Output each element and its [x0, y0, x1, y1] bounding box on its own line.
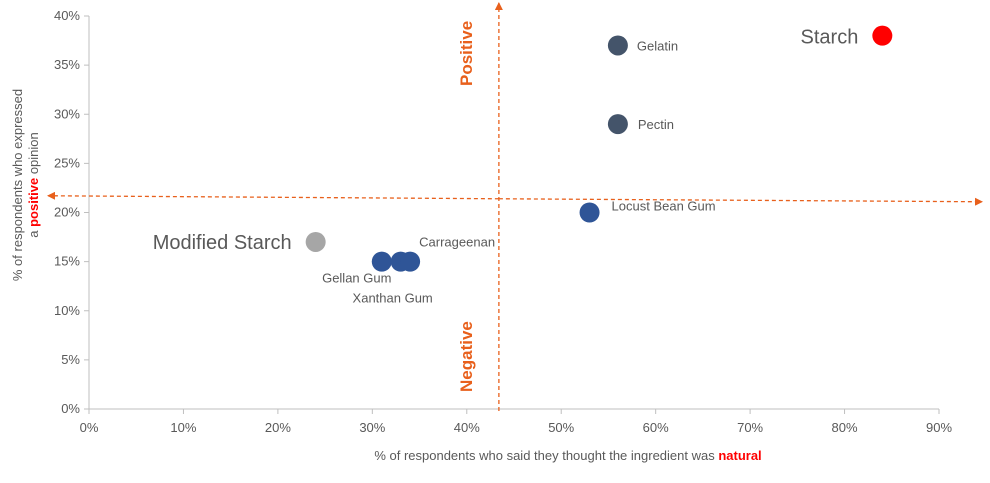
x-axis-label: % of respondents who said they thought t… [374, 448, 761, 463]
x-tick-label: 40% [454, 420, 480, 435]
y-tick-label: 30% [54, 106, 80, 121]
x-tick-label: 90% [926, 420, 952, 435]
data-point [579, 202, 600, 223]
data-point [400, 251, 421, 272]
x-tick-label: 70% [737, 420, 763, 435]
horizontal-divider-arrow-left [47, 191, 499, 200]
data-label: Xanthan Gum [353, 291, 433, 306]
x-tick-label: 80% [832, 420, 858, 435]
data-label: Locust Bean Gum [612, 199, 716, 214]
data-point [371, 251, 392, 272]
y-tick-label: 0% [61, 401, 80, 416]
y-tick-label: 25% [54, 155, 80, 170]
x-tick-label: 60% [643, 420, 669, 435]
horizontal-divider-arrow-right [498, 197, 983, 206]
y-tick-label: 20% [54, 205, 80, 220]
data-point [872, 25, 893, 46]
quadrant-label-negative: Negative [457, 321, 476, 392]
x-tick-label: 10% [170, 420, 196, 435]
y-tick-label: 40% [54, 8, 80, 23]
svg-text:a positive opinion: a positive opinion [26, 132, 41, 238]
data-point [305, 231, 326, 252]
data-label: Gelatin [637, 38, 678, 53]
svg-text:% of respondents who expressed: % of respondents who expressed [10, 89, 25, 281]
x-tick-label: 30% [359, 420, 385, 435]
data-label: Gellan Gum [322, 271, 391, 286]
y-tick-label: 15% [54, 254, 80, 269]
y-axis-label: % of respondents who expressed a positiv… [10, 89, 41, 281]
y-tick-label: 10% [54, 303, 80, 318]
data-label: Modified Starch [153, 232, 292, 254]
x-tick-label: 50% [548, 420, 574, 435]
quadrant-label-positive: Positive [457, 21, 476, 86]
y-tick-label: 35% [54, 57, 80, 72]
data-point [607, 35, 628, 56]
x-tick-label: 20% [265, 420, 291, 435]
data-label: Pectin [638, 117, 674, 132]
data-label: Starch [801, 27, 859, 49]
x-tick-label: 0% [80, 420, 99, 435]
y-tick-label: 5% [61, 352, 80, 367]
data-label: Carrageenan [419, 235, 495, 250]
data-point [607, 114, 628, 135]
